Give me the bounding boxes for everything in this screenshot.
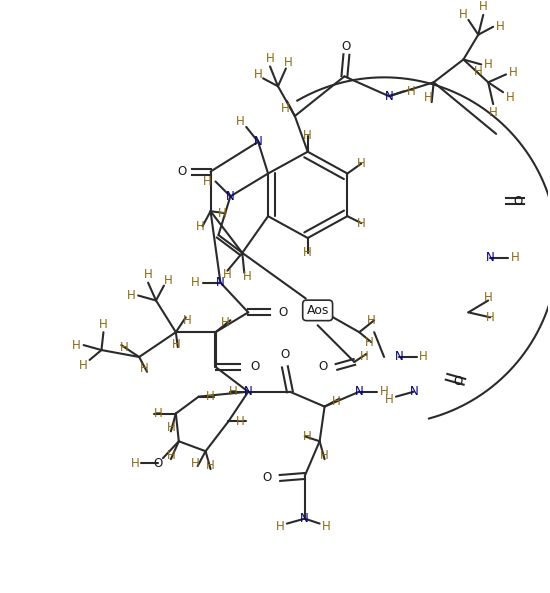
Text: O: O [177, 165, 186, 178]
Text: H: H [276, 520, 284, 533]
Text: H: H [304, 246, 312, 259]
Text: H: H [144, 268, 152, 281]
Text: H: H [229, 385, 238, 398]
Text: H: H [510, 251, 519, 264]
Text: O: O [454, 375, 463, 388]
Text: N: N [300, 512, 309, 525]
Text: O: O [318, 361, 327, 374]
Text: H: H [280, 101, 289, 114]
Text: H: H [153, 407, 162, 420]
Text: H: H [131, 457, 140, 470]
Text: H: H [459, 8, 468, 21]
Text: H: H [322, 520, 331, 533]
Text: O: O [153, 457, 163, 470]
Text: N: N [254, 135, 262, 148]
Text: H: H [509, 66, 518, 79]
Text: H: H [243, 270, 251, 283]
Text: H: H [196, 219, 205, 232]
Text: N: N [394, 350, 403, 364]
Text: H: H [163, 274, 172, 287]
Text: H: H [172, 337, 180, 350]
Text: H: H [266, 52, 274, 65]
Text: H: H [206, 458, 215, 471]
Text: H: H [367, 314, 376, 327]
Text: H: H [486, 311, 494, 324]
Text: H: H [236, 116, 245, 129]
Text: H: H [283, 56, 292, 69]
Text: N: N [409, 385, 418, 398]
Text: H: H [99, 318, 108, 331]
Text: H: H [357, 216, 366, 229]
Text: H: H [379, 385, 388, 398]
Text: H: H [357, 157, 366, 170]
Text: H: H [505, 91, 514, 104]
Text: H: H [191, 276, 200, 289]
Text: H: H [254, 68, 262, 81]
Text: H: H [120, 340, 129, 353]
Text: H: H [183, 314, 192, 327]
Text: H: H [419, 350, 428, 364]
Text: H: H [72, 339, 81, 352]
Text: Aos: Aos [306, 304, 329, 317]
Text: H: H [79, 359, 88, 372]
Text: N: N [226, 190, 235, 203]
Text: O: O [513, 195, 522, 208]
Text: H: H [384, 393, 393, 406]
Text: H: H [127, 289, 136, 302]
Text: O: O [262, 471, 272, 484]
Text: O: O [278, 306, 288, 319]
Text: H: H [406, 85, 415, 98]
Text: H: H [140, 362, 148, 375]
Text: H: H [221, 316, 230, 329]
Text: H: H [360, 350, 368, 364]
Text: O: O [342, 40, 351, 53]
Text: N: N [486, 251, 494, 264]
Text: H: H [484, 58, 493, 71]
Text: N: N [384, 90, 393, 103]
Text: H: H [489, 106, 498, 119]
Text: N: N [355, 385, 364, 398]
Text: H: H [365, 336, 373, 349]
Text: H: H [479, 1, 488, 14]
Text: H: H [218, 207, 227, 219]
Text: H: H [484, 291, 493, 304]
Text: N: N [244, 385, 252, 398]
Text: H: H [304, 430, 312, 443]
Text: H: H [223, 268, 232, 281]
Text: H: H [425, 91, 433, 104]
Text: N: N [216, 276, 225, 289]
Text: H: H [206, 390, 215, 403]
Text: H: H [496, 20, 504, 33]
Text: O: O [251, 361, 260, 374]
Text: H: H [167, 449, 175, 462]
Text: H: H [304, 129, 312, 142]
Text: H: H [191, 457, 200, 470]
Text: H: H [332, 395, 341, 408]
Text: H: H [203, 175, 212, 188]
Text: O: O [280, 347, 289, 361]
Text: H: H [320, 449, 329, 462]
Text: H: H [236, 415, 245, 428]
Text: H: H [167, 421, 175, 434]
Text: H: H [474, 65, 483, 78]
